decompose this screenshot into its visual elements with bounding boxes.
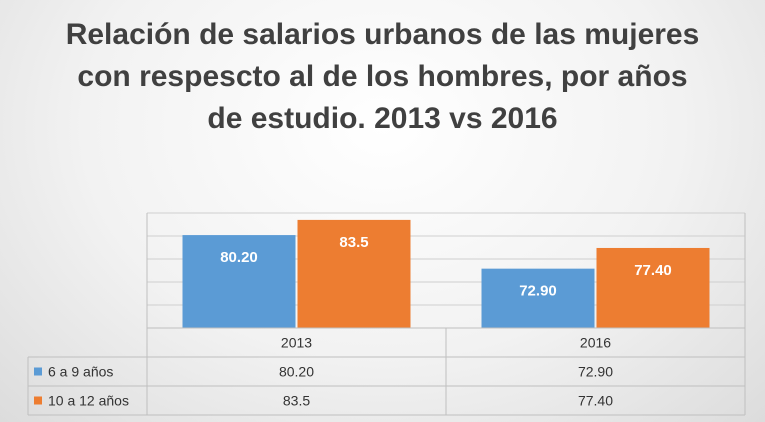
bar-label: 80.20	[220, 249, 258, 266]
category-label: 2016	[580, 335, 611, 351]
bar-2016-series-2	[596, 247, 710, 328]
legend-swatch	[34, 367, 42, 376]
table-value: 80.20	[279, 364, 314, 380]
bar-2013-series-1	[182, 235, 296, 328]
bar-2013-series-2	[297, 219, 411, 328]
table-value: 77.40	[578, 393, 613, 409]
data-table: 2013 2016 6 a 9 años 80.20 72.90 10 a 12 años…	[27, 213, 746, 416]
chart-title: Relación de salarios urbanos de las muje…	[65, 18, 700, 135]
bar-2016-series-1	[481, 268, 595, 328]
legend-label: 10 a 12 años	[48, 393, 129, 409]
bar-label: 72.90	[519, 283, 557, 300]
legend-label: 6 a 9 años	[48, 364, 113, 380]
table-value: 72.90	[578, 364, 613, 380]
category-label: 2013	[281, 335, 312, 351]
table-value: 83.5	[283, 393, 310, 409]
bar-label: 77.40	[634, 262, 672, 279]
legend-swatch	[34, 396, 42, 405]
bar-label: 83.5	[339, 234, 368, 251]
bars: 80.20 83.5 72.90 77.40	[182, 219, 710, 328]
